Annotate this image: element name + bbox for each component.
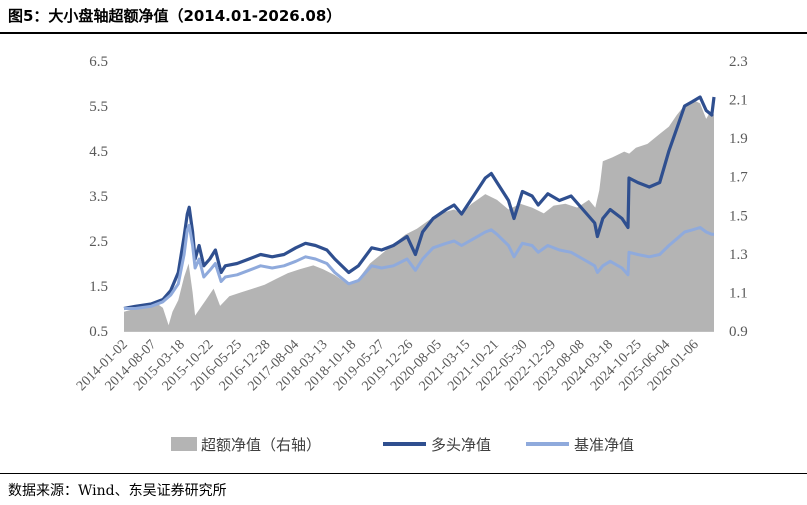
legend: 超额净值（右轴） 多头净值 基准净值 [171, 436, 634, 454]
area-series-layer [124, 99, 714, 331]
chart: 0.5 1.5 2.5 3.5 4.5 5.5 6.5 0.9 1.1 1.3 1.5 1.7 1.9… [74, 54, 748, 454]
y-right-tick-label: 2.1 [729, 93, 748, 109]
y-axis-left: 0.5 1.5 2.5 3.5 4.5 5.5 6.5 [89, 54, 108, 340]
y-right-tick-label: 1.5 [729, 208, 748, 224]
y-right-tick-label: 1.1 [729, 285, 748, 301]
y-left-tick-label: 6.5 [89, 54, 108, 70]
legend-label-excess-nav: 超额净值（右轴） [201, 436, 321, 454]
area-series-excess-nav [124, 99, 714, 331]
legend-swatch-excess-nav [171, 437, 197, 451]
legend-label-benchmark-nav: 基准净值 [574, 436, 634, 454]
line-series-layer [123, 95, 716, 311]
y-left-tick-label: 0.5 [89, 324, 108, 340]
bottom-rule [0, 473, 807, 474]
y-left-tick-label: 5.5 [89, 99, 108, 115]
line-series-long-nav [123, 95, 716, 311]
y-right-tick-label: 1.9 [729, 131, 748, 147]
y-right-tick-label: 1.3 [729, 247, 748, 263]
title-rule [0, 32, 807, 34]
x-axis: 2014-01-022014-08-072015-03-182015-10-22… [74, 337, 702, 394]
legend-label-long-nav: 多头净值 [431, 436, 491, 454]
y-axis-right: 0.9 1.1 1.3 1.5 1.7 1.9 2.1 2.3 [729, 54, 748, 340]
y-right-tick-label: 1.7 [729, 170, 748, 186]
y-left-tick-label: 4.5 [89, 144, 108, 160]
y-right-tick-label: 0.9 [729, 324, 748, 340]
y-left-tick-label: 3.5 [89, 189, 108, 205]
figure-title: 图5：大小盘轴超额净值（2014.01-2026.08） [8, 7, 342, 25]
y-left-tick-label: 1.5 [89, 279, 108, 295]
y-right-tick-label: 2.3 [729, 54, 748, 70]
y-left-tick-label: 2.5 [89, 234, 108, 250]
data-source-note: 数据来源：Wind、东吴证券研究所 [8, 483, 227, 499]
line-series-benchmark-nav [124, 223, 714, 310]
